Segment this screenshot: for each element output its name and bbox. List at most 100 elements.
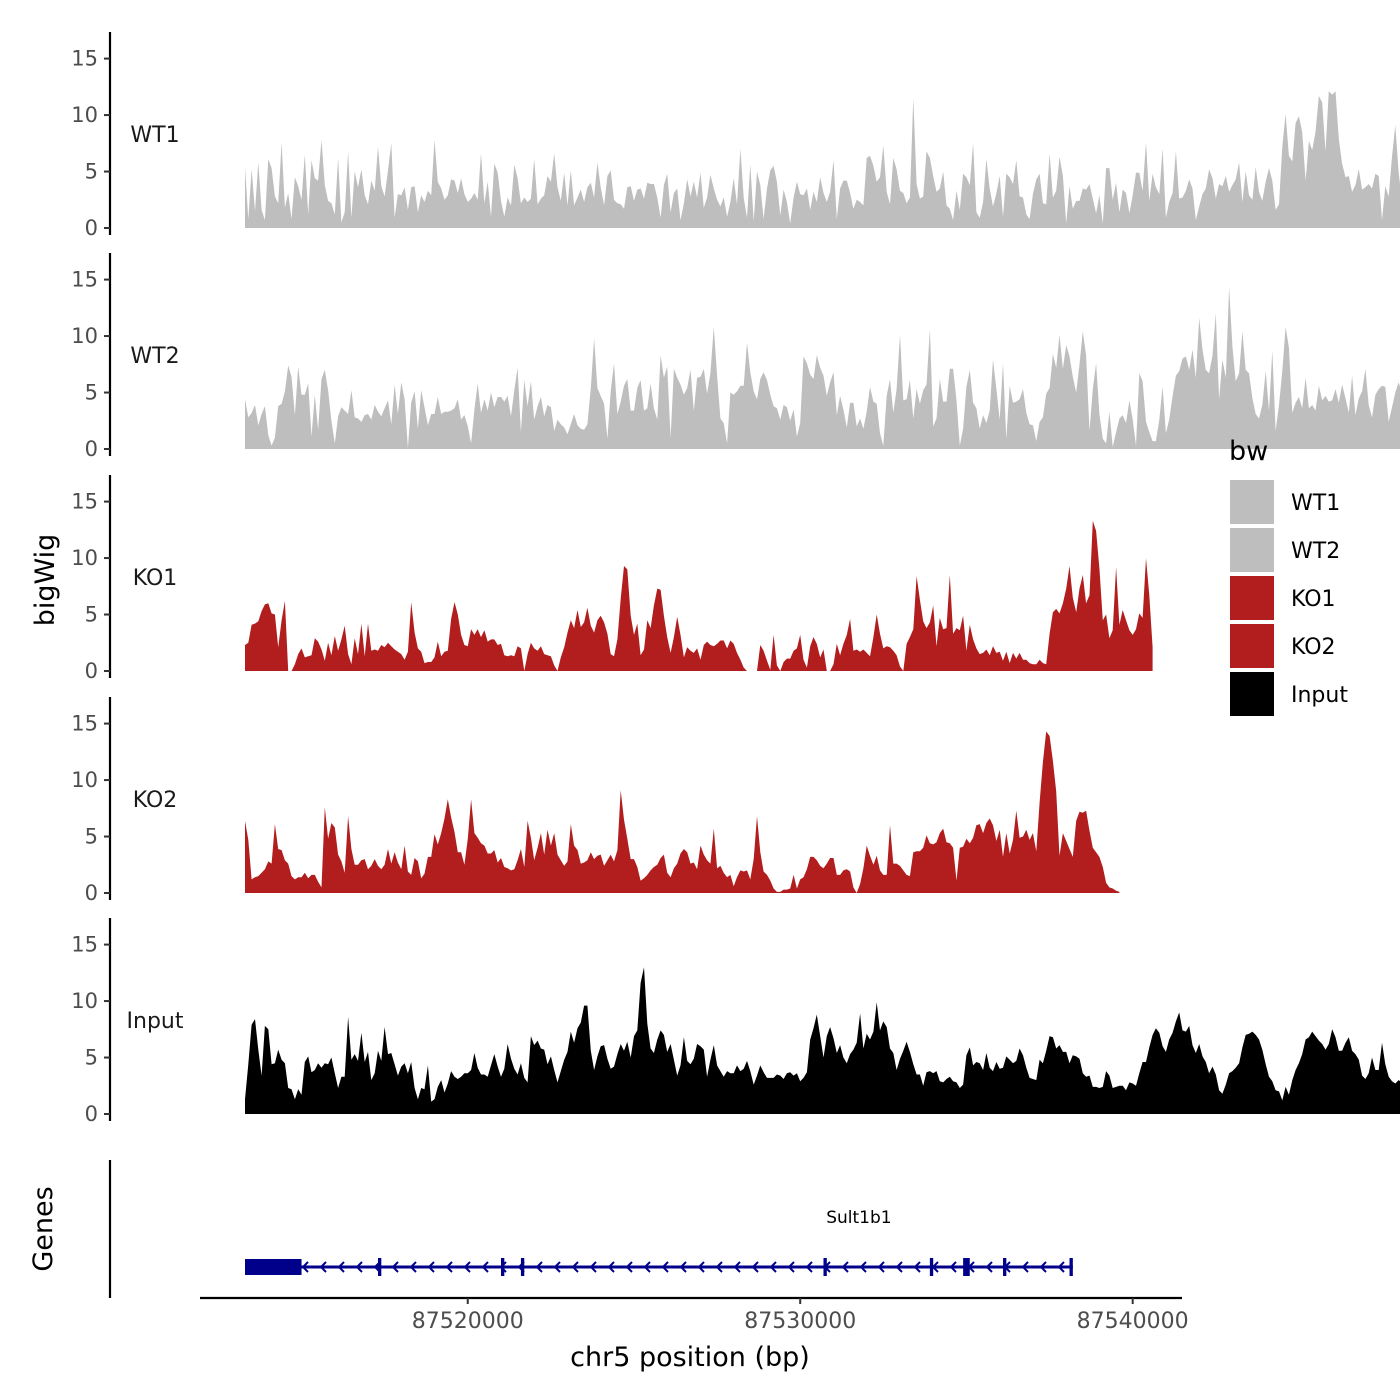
gene-exon bbox=[520, 1258, 525, 1276]
y-tick-label: 10 bbox=[71, 989, 98, 1013]
strand-arrow bbox=[877, 1261, 885, 1273]
y-tick-label: 10 bbox=[71, 103, 98, 127]
y-tick-label: 5 bbox=[85, 381, 98, 405]
track-label: WT1 bbox=[130, 123, 179, 148]
y-tick-label: 5 bbox=[85, 160, 98, 184]
legend-label-ko1: KO1 bbox=[1291, 587, 1336, 612]
legend-swatch-ko1 bbox=[1230, 576, 1274, 620]
track-label: Input bbox=[127, 1009, 184, 1034]
strand-arrow bbox=[859, 1261, 867, 1273]
gene-exon bbox=[929, 1258, 934, 1276]
strand-arrow bbox=[337, 1261, 345, 1273]
y-tick-label: 15 bbox=[71, 712, 98, 736]
strand-arrow bbox=[409, 1261, 417, 1273]
y-axis-title: bigWig bbox=[30, 534, 61, 627]
strand-arrow bbox=[625, 1261, 633, 1273]
strand-arrow bbox=[841, 1261, 849, 1273]
gene-exon bbox=[1069, 1258, 1073, 1276]
y-tick-label: 0 bbox=[85, 881, 98, 905]
strand-arrow bbox=[643, 1261, 651, 1273]
strand-arrow bbox=[769, 1261, 777, 1273]
strand-arrow bbox=[697, 1261, 705, 1273]
strand-arrow bbox=[913, 1261, 921, 1273]
legend-swatch-input bbox=[1230, 672, 1274, 716]
strand-arrow bbox=[751, 1261, 759, 1273]
strand-arrow bbox=[535, 1261, 543, 1273]
track-label: WT2 bbox=[130, 344, 179, 369]
series-area-ko1 bbox=[245, 520, 1153, 671]
y-tick-label: 0 bbox=[85, 1102, 98, 1126]
gene-exon bbox=[377, 1258, 382, 1276]
legend-swatch-ko2 bbox=[1230, 624, 1274, 668]
gene-exon bbox=[963, 1258, 970, 1276]
x-axis: 87520000 87530000 87540000 bbox=[200, 1296, 1189, 1334]
strand-arrow bbox=[1021, 1261, 1029, 1273]
track-label: KO2 bbox=[133, 788, 178, 813]
series-area-input bbox=[245, 967, 1400, 1114]
y-tick-label: 10 bbox=[71, 546, 98, 570]
track-wt1: 0 5 10 15 WT1 bbox=[71, 32, 1400, 240]
x-tick-label: 87530000 bbox=[744, 1309, 856, 1334]
gene-exon bbox=[823, 1258, 827, 1276]
y-tick-label: 0 bbox=[85, 216, 98, 240]
strand-arrow bbox=[679, 1261, 687, 1273]
strand-arrow bbox=[949, 1261, 957, 1273]
y-tick-label: 5 bbox=[85, 1046, 98, 1070]
y-tick-label: 15 bbox=[71, 47, 98, 71]
legend-swatch-wt1 bbox=[1230, 480, 1274, 524]
legend-label-input: Input bbox=[1291, 683, 1348, 708]
legend-title: bw bbox=[1229, 436, 1268, 467]
strand-arrow bbox=[553, 1261, 561, 1273]
strand-arrow bbox=[733, 1261, 741, 1273]
strand-arrow bbox=[715, 1261, 723, 1273]
strand-arrow bbox=[481, 1261, 489, 1273]
strand-arrow bbox=[1057, 1261, 1065, 1273]
genes-track: Genes Sult1b1 bbox=[28, 1160, 1073, 1298]
x-tick-label: 87520000 bbox=[412, 1309, 524, 1334]
track-input: 0 5 10 15 Input bbox=[71, 918, 1400, 1126]
series-area-wt1 bbox=[245, 91, 1400, 228]
y-tick-label: 10 bbox=[71, 768, 98, 792]
strand-arrow bbox=[1039, 1261, 1047, 1273]
strand-arrow bbox=[589, 1261, 597, 1273]
y-tick-label: 15 bbox=[71, 268, 98, 292]
strand-arrow bbox=[355, 1261, 363, 1273]
track-ko2: 0 5 10 15 KO2 bbox=[71, 697, 1120, 905]
track-wt2: 0 5 10 15 WT2 bbox=[71, 253, 1400, 461]
legend: bw WT1 WT2 KO1 KO2 Input bbox=[1229, 436, 1348, 716]
track-ko1: 0 5 10 15 KO1 bbox=[71, 475, 1153, 683]
legend-swatch-wt2 bbox=[1230, 528, 1274, 572]
gene-exon bbox=[500, 1258, 505, 1276]
y-tick-label: 15 bbox=[71, 933, 98, 957]
gene-exon bbox=[245, 1259, 302, 1275]
x-tick-label: 87540000 bbox=[1077, 1309, 1189, 1334]
strand-arrow bbox=[895, 1261, 903, 1273]
strand-arrow bbox=[391, 1261, 399, 1273]
y-tick-label: 0 bbox=[85, 437, 98, 461]
series-area-ko2 bbox=[245, 731, 1120, 893]
x-axis-title: chr5 position (bp) bbox=[570, 1342, 810, 1373]
tracks-group: 0 5 10 15 WT1 0 5 10 15 WT2 0 5 10 15 KO1 0 5 10 15 KO2 0 5 10… bbox=[71, 32, 1400, 1126]
strand-arrow bbox=[427, 1261, 435, 1273]
y-tick-label: 5 bbox=[85, 825, 98, 849]
strand-arrow bbox=[301, 1261, 309, 1273]
strand-arrow bbox=[661, 1261, 669, 1273]
strand-arrow bbox=[319, 1261, 327, 1273]
strand-arrow bbox=[571, 1261, 579, 1273]
series-area-wt2 bbox=[245, 287, 1400, 449]
y-tick-label: 10 bbox=[71, 324, 98, 348]
legend-label-wt2: WT2 bbox=[1291, 539, 1340, 564]
track-label: KO1 bbox=[133, 566, 178, 591]
gene-name-label: Sult1b1 bbox=[826, 1208, 891, 1228]
strand-arrow bbox=[607, 1261, 615, 1273]
gene-exon bbox=[1003, 1258, 1007, 1276]
legend-label-ko2: KO2 bbox=[1291, 635, 1336, 660]
strand-arrow bbox=[985, 1261, 993, 1273]
strand-arrow bbox=[787, 1261, 795, 1273]
strand-arrow bbox=[805, 1261, 813, 1273]
strand-arrow bbox=[463, 1261, 471, 1273]
legend-label-wt1: WT1 bbox=[1291, 491, 1340, 516]
strand-arrow bbox=[445, 1261, 453, 1273]
genes-track-title: Genes bbox=[28, 1186, 59, 1271]
